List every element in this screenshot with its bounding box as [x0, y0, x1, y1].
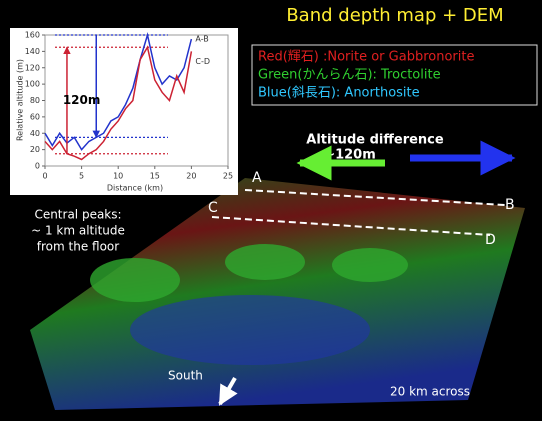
annotation: 20 km across: [390, 385, 470, 399]
y-tick-label: 140: [25, 47, 40, 56]
legend-label: A-B: [195, 35, 208, 44]
legend-label: C-D: [195, 57, 210, 66]
y-axis-label: Relative altitude (m): [16, 59, 25, 141]
figure: A B C D Band depth map + DEM Red(輝石) :No…: [0, 0, 542, 421]
x-tick-label: 0: [42, 172, 47, 181]
profile-label: A: [252, 170, 262, 186]
y-tick-label: 80: [30, 96, 40, 105]
annotation: Central peaks:: [34, 208, 121, 222]
y-tick-label: 120: [25, 63, 40, 72]
legend-text: Red(輝石) :Norite or Gabbronorite: [258, 50, 474, 65]
annotation: 120m: [63, 93, 101, 107]
legend-text: Blue(斜長石): Anorthosite: [258, 86, 420, 101]
x-tick-label: 25: [223, 172, 233, 181]
profile-label: B: [505, 197, 515, 213]
annotation: ~ 1 km altitude: [31, 224, 125, 238]
page: {"title":"Band depth map + DEM", "legend…: [0, 0, 542, 421]
y-tick-label: 0: [35, 162, 40, 171]
title: Band depth map + DEM: [286, 5, 503, 26]
annotation: from the floor: [37, 240, 119, 254]
x-tick-label: 10: [113, 172, 123, 181]
annotation: Altitude difference: [306, 133, 444, 148]
x-tick-label: 15: [150, 172, 160, 181]
annotation: South: [168, 369, 203, 383]
y-tick-label: 100: [25, 80, 40, 89]
y-tick-label: 40: [30, 129, 40, 138]
y-tick-label: 20: [30, 145, 40, 154]
x-tick-label: 20: [186, 172, 196, 181]
x-tick-label: 5: [79, 172, 84, 181]
y-tick-label: 60: [30, 112, 40, 121]
legend-text: Green(かんらん石): Troctolite: [258, 68, 441, 83]
y-tick-label: 160: [25, 31, 40, 40]
profile-label: C: [208, 200, 218, 216]
x-axis-label: Distance (km): [107, 184, 163, 193]
profile-label: D: [485, 232, 496, 248]
